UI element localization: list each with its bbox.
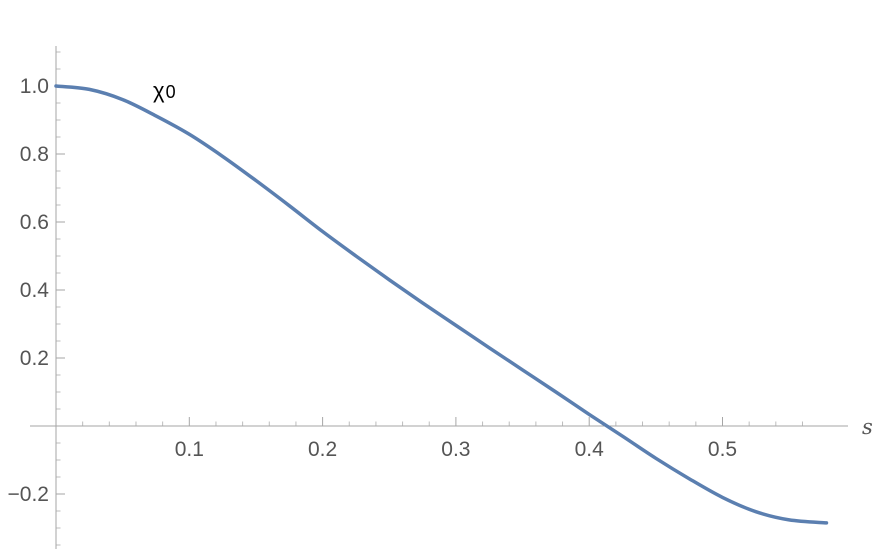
ticks-layer [56,51,803,546]
x-tick-label: 0.5 [708,438,737,461]
y-tick-label: 1.0 [20,75,49,98]
y-tick-label: 0.6 [20,211,49,234]
tick-labels: 0.1 0.2 0.3 0.4 0.5 −0.2 0.2 0.4 0.6 0.8 1.0 [8,75,738,506]
y-tick-label: 0.2 [20,347,49,370]
x-tick-label: 0.1 [175,438,204,461]
x-axis-label: s [862,415,873,439]
x-tick-label: 0.2 [308,438,337,461]
series-label-base: χ [153,78,165,103]
y-tick-label: 0.4 [20,279,50,302]
x-tick-label: 0.4 [575,438,605,461]
series-line-chi0 [54,84,829,525]
x-tick-label: 0.3 [441,438,470,461]
y-tick-label: −0.2 [8,483,49,506]
series-label-chi0: χ0 [153,78,176,103]
series-label-subscript: 0 [166,82,176,102]
y-tick-label: 0.8 [20,143,49,166]
